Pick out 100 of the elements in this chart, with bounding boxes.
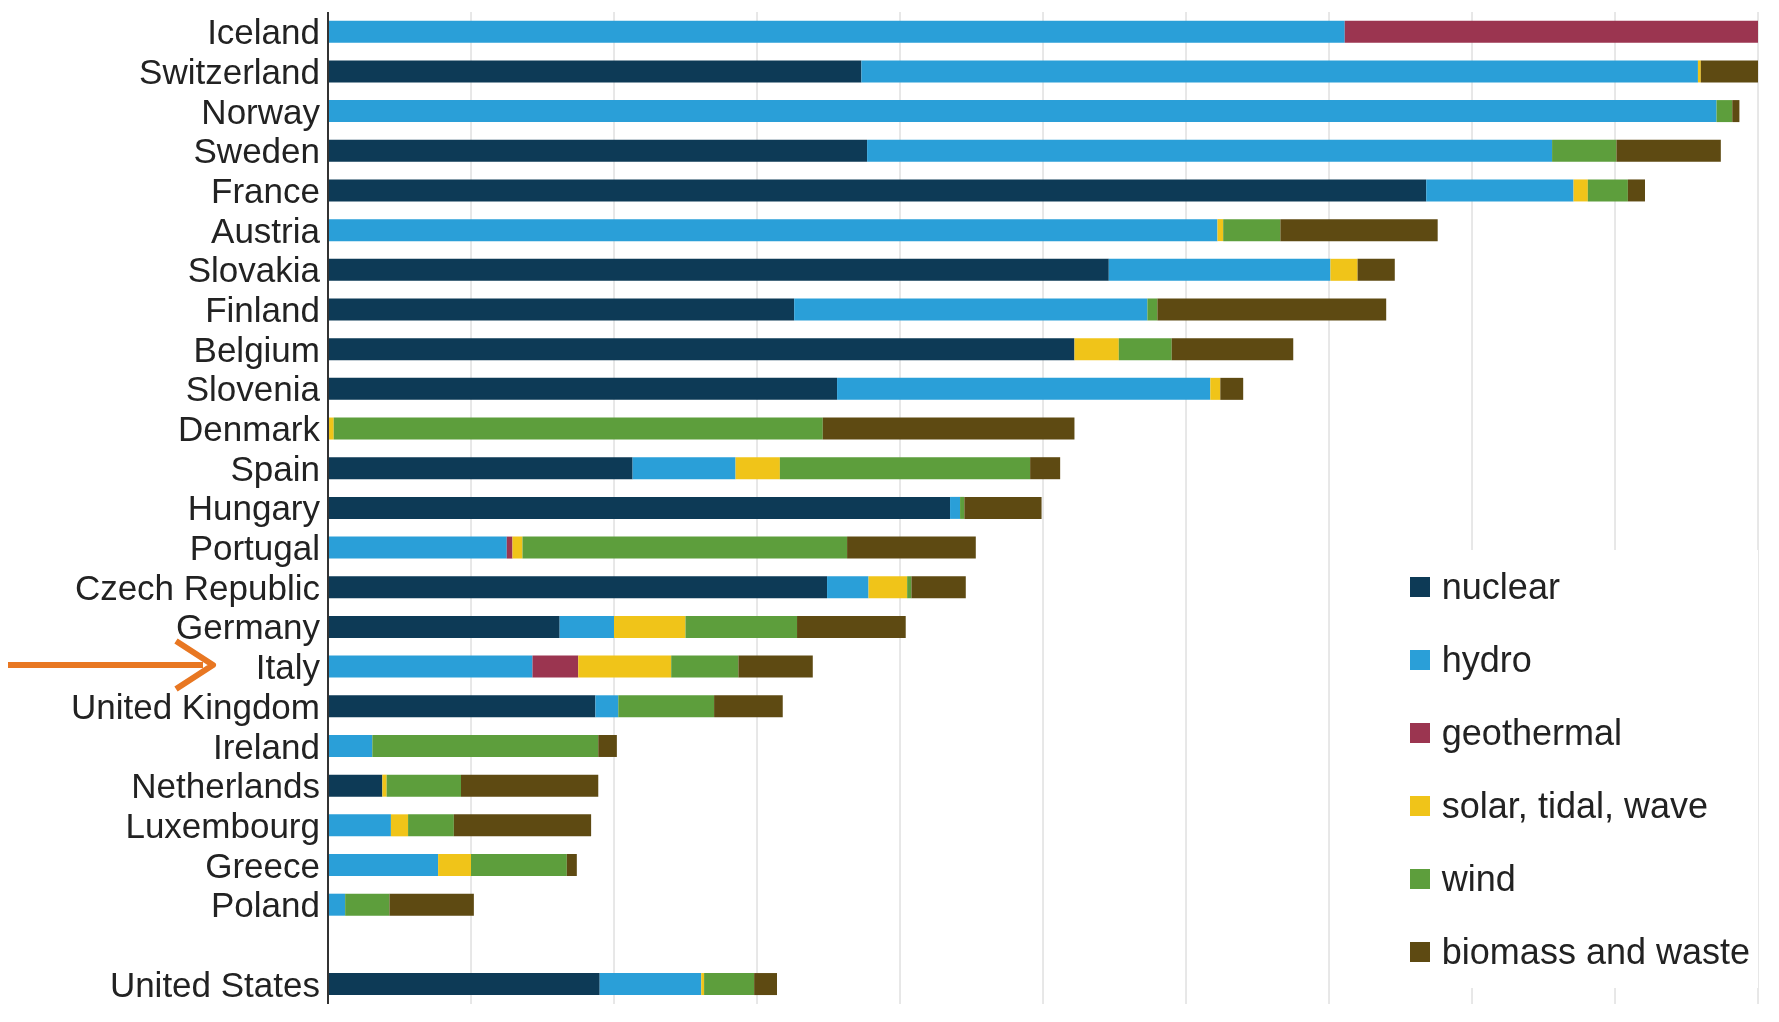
bar: [345, 893, 390, 916]
bar: [333, 417, 823, 440]
y-tick-label: Austria: [211, 210, 321, 250]
bar: [964, 496, 1042, 519]
y-tick-label: Poland: [211, 885, 320, 925]
bar: [867, 139, 1553, 162]
bar: [1627, 179, 1646, 202]
y-tick-label: Finland: [205, 290, 320, 330]
bar: [907, 576, 912, 599]
legend-label: biomass and waste: [1441, 930, 1750, 973]
bar: [837, 377, 1211, 400]
y-tick-label: Slovakia: [187, 250, 321, 290]
bar: [328, 258, 1109, 281]
bar: [1697, 60, 1701, 83]
bar: [328, 854, 439, 877]
bar: [1217, 219, 1224, 242]
bar: [614, 615, 686, 638]
bar: [868, 576, 908, 599]
bar: [1357, 258, 1395, 281]
legend-label: nuclear: [1441, 565, 1560, 608]
bar: [328, 338, 1075, 361]
y-tick-label: Greece: [205, 845, 320, 885]
bar: [1552, 139, 1617, 162]
bar: [328, 536, 507, 559]
bar: [328, 893, 346, 916]
bar: [522, 536, 848, 559]
y-tick-label: Norway: [201, 91, 321, 131]
bar: [714, 695, 783, 718]
bar: [328, 179, 1427, 202]
y-tick-label: Switzerland: [139, 51, 320, 91]
y-tick-label: United States: [109, 964, 320, 1004]
bar: [1210, 377, 1221, 400]
bar: [1344, 20, 1758, 43]
bar: [1223, 219, 1281, 242]
bar: [372, 734, 599, 757]
y-tick-label: Germany: [176, 607, 321, 647]
bar: [328, 219, 1218, 242]
bar: [460, 774, 599, 797]
bar: [382, 774, 387, 797]
legend-label: solar, tidal, wave: [1441, 784, 1708, 827]
bar: [328, 60, 862, 83]
bar: [559, 615, 614, 638]
bar: [1587, 179, 1628, 202]
y-tick-label: Ireland: [212, 726, 320, 766]
bar: [328, 973, 600, 996]
bar: [1171, 338, 1294, 361]
bar: [328, 139, 868, 162]
bar: [595, 695, 619, 718]
bar: [701, 973, 705, 996]
bar: [1220, 377, 1244, 400]
bar: [328, 734, 373, 757]
bar: [1616, 139, 1721, 162]
bar: [471, 854, 567, 877]
bar: [328, 100, 1717, 123]
bar: [1280, 219, 1438, 242]
bar: [1700, 60, 1758, 83]
bar: [390, 814, 409, 837]
y-tick-label: Iceland: [207, 12, 320, 52]
y-tick-label: Czech Republic: [74, 567, 320, 607]
bar: [598, 734, 617, 757]
bar: [328, 20, 1345, 43]
bar: [328, 774, 383, 797]
bar: [827, 576, 869, 599]
y-tick-label: Belgium: [193, 329, 320, 369]
bar: [1118, 338, 1172, 361]
legend-label: wind: [1441, 857, 1516, 900]
legend-label: geothermal: [1441, 711, 1622, 754]
bar: [847, 536, 976, 559]
bar: [328, 377, 838, 400]
y-tick-label: Slovenia: [185, 369, 321, 409]
bar: [1426, 179, 1574, 202]
bar: [1030, 457, 1061, 480]
bar: [1330, 258, 1358, 281]
bar: [632, 457, 736, 480]
y-tick-label: France: [211, 170, 320, 210]
bar: [779, 457, 1031, 480]
bar: [911, 576, 966, 599]
bar: [328, 496, 951, 519]
y-tick-label: Portugal: [189, 528, 320, 568]
bar: [704, 973, 755, 996]
bar: [566, 854, 577, 877]
bar: [861, 60, 1698, 83]
y-tick-label: Italy: [255, 647, 321, 687]
y-tick-label: Luxembourg: [125, 805, 320, 845]
bar: [1108, 258, 1331, 281]
bar: [1074, 338, 1119, 361]
bar: [328, 576, 828, 599]
bar: [328, 655, 533, 678]
bar: [1157, 298, 1387, 321]
bar: [453, 814, 592, 837]
bar: [532, 655, 579, 678]
bar: [1573, 179, 1588, 202]
bar: [950, 496, 961, 519]
bar: [671, 655, 739, 678]
bar: [797, 615, 906, 638]
y-tick-label: Sweden: [193, 131, 320, 171]
bar: [1732, 100, 1740, 123]
y-tick-label: Denmark: [178, 409, 321, 449]
bar: [328, 615, 560, 638]
y-tick-label: United Kingdom: [70, 686, 320, 726]
